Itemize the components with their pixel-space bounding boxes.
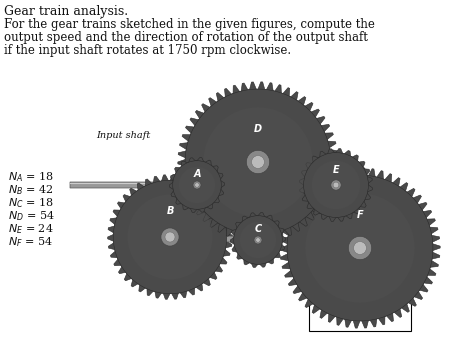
Circle shape — [256, 238, 260, 242]
Polygon shape — [230, 213, 286, 268]
Circle shape — [348, 236, 372, 260]
Text: Input shaft: Input shaft — [96, 131, 150, 140]
Circle shape — [161, 228, 179, 246]
Circle shape — [287, 175, 433, 321]
Polygon shape — [257, 159, 337, 188]
FancyBboxPatch shape — [360, 244, 420, 252]
Text: $N_D$ = 54: $N_D$ = 54 — [8, 209, 55, 223]
Circle shape — [113, 180, 227, 294]
Text: output speed and the direction of rotation of the output shaft: output speed and the direction of rotati… — [4, 31, 368, 44]
Polygon shape — [280, 168, 440, 328]
Circle shape — [415, 243, 425, 253]
Text: Output shaft: Output shaft — [329, 303, 391, 312]
Text: D: D — [254, 124, 262, 134]
Polygon shape — [169, 157, 225, 213]
Text: C: C — [255, 224, 262, 234]
Text: Gear train analysis.: Gear train analysis. — [4, 5, 128, 18]
Text: E: E — [333, 165, 339, 176]
Circle shape — [173, 161, 221, 209]
Circle shape — [304, 153, 368, 217]
Polygon shape — [300, 149, 373, 222]
Circle shape — [234, 216, 283, 264]
Circle shape — [246, 150, 270, 174]
Text: For the gear trains sketched in the given figures, compute the: For the gear trains sketched in the give… — [4, 18, 375, 31]
Circle shape — [185, 89, 331, 235]
Text: $N_F$ = 54: $N_F$ = 54 — [8, 235, 53, 249]
Circle shape — [195, 183, 199, 187]
Circle shape — [252, 156, 264, 169]
Circle shape — [354, 242, 366, 254]
Circle shape — [179, 167, 215, 203]
Text: $N_B$ = 42: $N_B$ = 42 — [8, 183, 54, 197]
Circle shape — [128, 194, 212, 280]
Text: F: F — [357, 210, 363, 220]
Text: if the input shaft rotates at 1750 rpm clockwise.: if the input shaft rotates at 1750 rpm c… — [4, 44, 291, 57]
FancyBboxPatch shape — [70, 182, 197, 188]
Circle shape — [165, 232, 175, 242]
Text: $N_C$ = 18: $N_C$ = 18 — [8, 196, 54, 210]
Text: $N_A$ = 18: $N_A$ = 18 — [8, 170, 54, 184]
Circle shape — [193, 181, 201, 189]
Circle shape — [305, 193, 415, 303]
Circle shape — [240, 222, 276, 258]
Circle shape — [203, 107, 313, 217]
Text: $N_E$ = 24: $N_E$ = 24 — [8, 222, 54, 236]
Text: A: A — [193, 169, 201, 179]
Circle shape — [333, 182, 339, 188]
Polygon shape — [170, 234, 258, 243]
Circle shape — [312, 161, 360, 209]
Polygon shape — [108, 175, 232, 299]
Circle shape — [331, 180, 341, 190]
Text: B: B — [166, 207, 173, 216]
Polygon shape — [178, 82, 338, 242]
Circle shape — [254, 236, 262, 244]
